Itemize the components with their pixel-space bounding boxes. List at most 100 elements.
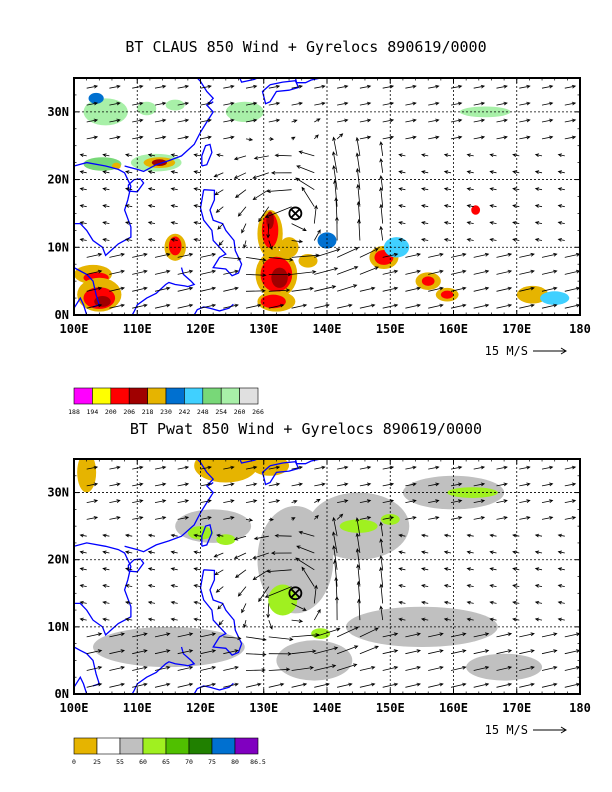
wind-vector <box>102 204 110 208</box>
wind-vector <box>473 499 486 504</box>
wind-vector <box>382 465 395 470</box>
wind-vector <box>245 518 254 522</box>
wind-vector <box>443 617 452 622</box>
wind-vector <box>428 465 440 470</box>
wind-vector <box>382 286 399 292</box>
wind-vector <box>336 284 358 292</box>
wind-vector <box>496 666 513 671</box>
wind-vector <box>154 269 171 275</box>
wind-vector <box>193 584 201 588</box>
wind-vector <box>450 682 467 688</box>
wind-vector <box>200 682 217 688</box>
wind-vector <box>154 101 167 106</box>
reference-vector-label: 15 M/S <box>485 344 528 358</box>
wind-vector <box>268 517 275 522</box>
wind-vector <box>268 118 281 123</box>
wind-vector <box>193 550 201 555</box>
wind-vector <box>268 667 291 672</box>
colorbar-label: 266 <box>252 408 264 416</box>
wind-vector <box>79 204 87 208</box>
wind-vector <box>193 170 201 175</box>
wind-vector <box>291 603 307 611</box>
wind-vector <box>382 482 395 487</box>
coastline <box>74 646 101 687</box>
wind-vector <box>154 465 167 470</box>
wind-vector <box>102 533 110 538</box>
wind-vector <box>443 204 452 208</box>
wind-vector <box>473 269 490 275</box>
wind-vector <box>420 204 429 208</box>
wind-vector <box>233 155 247 161</box>
wind-vector <box>132 465 144 470</box>
wind-vector <box>291 223 307 231</box>
wind-vector <box>398 187 406 191</box>
wind-vector <box>379 157 384 173</box>
wind-vector <box>519 118 531 123</box>
coastline <box>294 459 326 465</box>
wind-vector <box>177 118 190 123</box>
colorbar-swatch <box>119 737 144 755</box>
wind-vector <box>243 240 247 249</box>
wind-vector <box>270 551 292 555</box>
wind-vector <box>245 84 258 89</box>
wind-vector <box>564 101 577 106</box>
y-tick-label: 20N <box>47 553 69 567</box>
wind-vector <box>193 153 201 158</box>
x-tick-label: 170E <box>502 322 531 336</box>
shaded-region <box>466 653 543 681</box>
wind-vector <box>496 84 508 89</box>
wind-vector <box>332 151 338 173</box>
wind-vector <box>359 627 379 638</box>
wind-vector <box>519 516 531 520</box>
wind-vector <box>420 567 429 571</box>
wind-vector <box>243 619 247 629</box>
wind-vector <box>252 172 269 179</box>
x-tick-label: 110E <box>123 701 152 715</box>
wind-vector <box>382 118 395 123</box>
wind-vector <box>420 187 429 191</box>
wind-vector <box>336 663 358 671</box>
wind-vector <box>258 206 270 223</box>
colorbar-label: 242 <box>179 408 191 416</box>
wind-vector <box>86 84 99 89</box>
wind-vector <box>86 666 103 671</box>
wind-vector <box>177 649 194 655</box>
wind-vector <box>405 286 422 292</box>
wind-vector <box>496 269 513 275</box>
wind-vector <box>379 566 384 587</box>
wind-vector <box>270 170 292 175</box>
wind-vector <box>359 482 372 487</box>
wind-vector <box>109 632 125 638</box>
wind-vector <box>109 649 126 655</box>
wind-vector <box>405 682 421 688</box>
wind-vector <box>420 170 429 175</box>
shaded-region <box>168 236 182 256</box>
wind-vector <box>214 569 224 576</box>
wind-vector <box>466 204 474 208</box>
wind-vector <box>420 617 429 622</box>
colorbar-swatch <box>211 737 236 755</box>
wind-vector <box>512 187 520 191</box>
reference-vector-arrow <box>533 347 567 355</box>
coastline <box>131 267 196 315</box>
wind-vector <box>177 269 194 275</box>
wind-vector <box>132 666 148 671</box>
map-frame <box>73 458 581 695</box>
wind-vector <box>233 172 247 179</box>
wind-vector <box>382 499 395 504</box>
wind-vector <box>534 221 543 225</box>
wind-vector <box>557 170 565 175</box>
wind-vector <box>233 552 247 559</box>
wind-vector <box>79 584 87 588</box>
wind-vector <box>512 600 520 605</box>
wind-vector <box>132 632 148 638</box>
x-tick-label: 150E <box>376 701 405 715</box>
wind-vector <box>193 600 201 605</box>
wind-vector <box>420 153 429 158</box>
wind-vector <box>541 269 558 275</box>
colorbar-swatch <box>234 737 259 755</box>
wind-vector <box>557 533 565 538</box>
wind-vector <box>223 516 235 520</box>
wind-vector <box>268 636 294 642</box>
wind-vector <box>564 666 580 671</box>
